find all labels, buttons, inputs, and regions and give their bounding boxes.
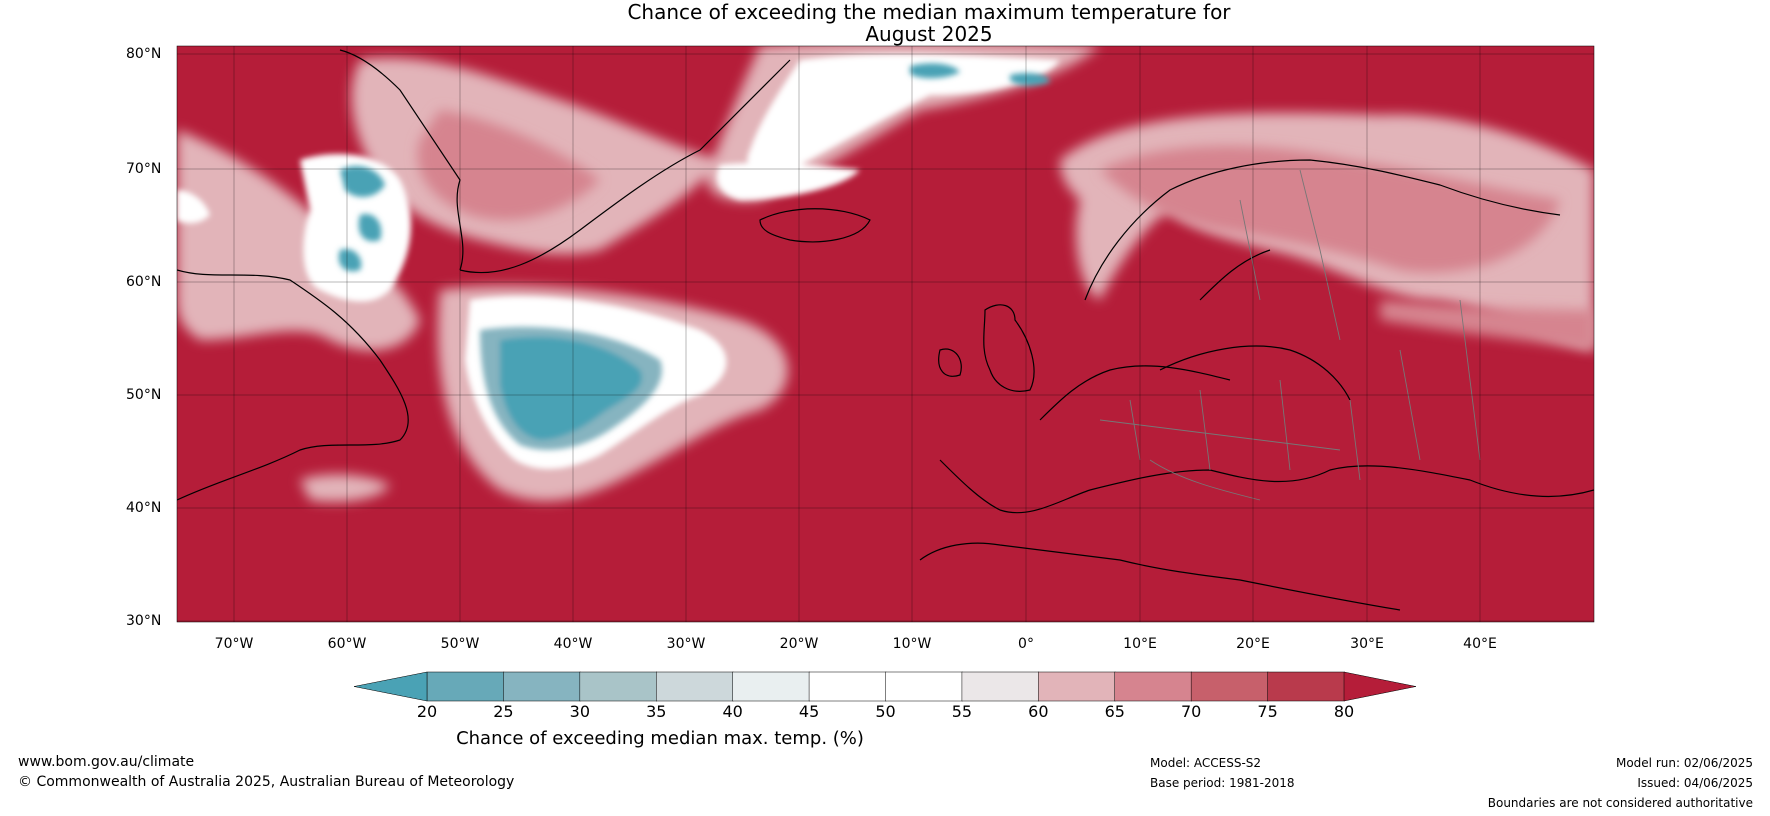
colorbar-tick-label: 20 [416, 702, 438, 721]
longitude-tick-label: 20°W [779, 636, 819, 652]
colorbar-segment [426, 671, 505, 702]
colorbar-tick-label: 65 [1104, 702, 1125, 721]
newfoundland-region [300, 474, 390, 502]
model-name: Model: ACCESS-S2 [1150, 756, 1262, 770]
issued-date: Issued: 04/06/2025 [1637, 776, 1753, 790]
boundaries-disclaimer: Boundaries are not considered authoritat… [1487, 796, 1753, 810]
colorbar-tick-label: 50 [875, 702, 896, 721]
map-area [177, 46, 1594, 622]
africa-coast [919, 542, 1401, 611]
colorbar-segment [732, 671, 810, 702]
map-frame [176, 45, 1595, 623]
scandinavia-coast [1084, 159, 1561, 301]
latitude-tick-label: 30°N [126, 613, 162, 629]
colorbar-tick-label: 35 [646, 702, 667, 721]
colorbar-high-extension [1343, 671, 1417, 702]
baltic-coast [1159, 345, 1351, 401]
country-borders [1099, 169, 1481, 501]
longitude-tick-label: 70°W [214, 636, 254, 652]
latitude-tick-label: 70°N [126, 161, 162, 177]
longitude-tick-label: 50°W [440, 636, 480, 652]
colorbar-segment [1190, 671, 1269, 702]
latitude-tick-label: 40°N [126, 500, 162, 516]
latitude-tick-label: 60°N [126, 274, 162, 290]
longitude-tick-label: 20°E [1236, 636, 1270, 652]
model-run-date: Model run: 02/06/2025 [1615, 756, 1753, 770]
colorbar-tick-label: 70 [1180, 702, 1202, 721]
colorbar-segment [1114, 671, 1192, 702]
longitude-tick-label: 10°E [1123, 636, 1157, 652]
colorbar-segment [1038, 671, 1116, 702]
map-title-line2: August 2025 [865, 22, 993, 46]
mid-probability-regions [417, 110, 1594, 350]
colorbar-segment [1267, 671, 1345, 702]
longitude-tick-label: 0° [1018, 636, 1034, 652]
longitude-tick-label: 60°W [327, 636, 367, 652]
base-period: Base period: 1981-2018 [1150, 776, 1295, 790]
longitude-tick-label: 40°E [1463, 636, 1497, 652]
colorbar-tick-label: 60 [1028, 702, 1049, 721]
iceland-coast [759, 208, 871, 243]
continental-europe-coast [939, 365, 1594, 514]
colorbar-segment [961, 671, 1040, 702]
colorbar-segment [656, 671, 734, 702]
colorbar-tick-label: 40 [722, 702, 743, 721]
colorbar-tick-label: 25 [493, 702, 514, 721]
copyright-text: © Commonwealth of Australia 2025, Austra… [18, 774, 515, 790]
colorbar-title: Chance of exceeding median max. temp. (%… [456, 728, 864, 749]
colorbar-low-extension [353, 671, 428, 702]
colorbar-segment [808, 671, 887, 702]
labrador-coast [177, 269, 409, 501]
graticule [177, 46, 1594, 622]
colorbar-tick-label: 30 [569, 702, 591, 721]
colorbar-tick-label: 45 [798, 702, 820, 721]
colorbar-segment [503, 671, 581, 702]
longitude-tick-label: 10°W [892, 636, 932, 652]
longitude-tick-label: 30°E [1350, 636, 1384, 652]
latitude-tick-label: 80°N [126, 46, 162, 62]
website-link[interactable]: www.bom.gov.au/climate [18, 754, 195, 770]
colorbar-segment [579, 671, 657, 702]
colorbar-tick-label: 55 [951, 702, 973, 721]
colorbar [353, 671, 1417, 702]
colorbar-tick-label: 80 [1333, 702, 1355, 721]
low-probability-regions [338, 63, 1050, 450]
longitude-tick-label: 30°W [666, 636, 706, 652]
map-title-line1: Chance of exceeding the median maximum t… [627, 0, 1231, 24]
latitude-tick-label: 50°N [126, 387, 162, 403]
longitude-tick-label: 40°W [553, 636, 593, 652]
colorbar-segment [885, 671, 963, 702]
colorbar-tick-label: 75 [1257, 702, 1278, 721]
british-isles-coast [938, 304, 1035, 392]
